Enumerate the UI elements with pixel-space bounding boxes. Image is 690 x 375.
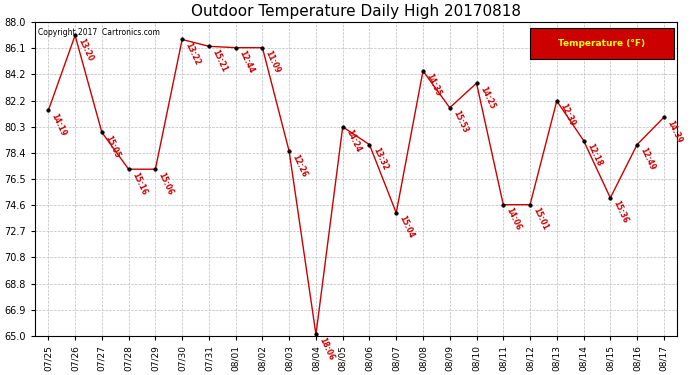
Text: 13:32: 13:32 (371, 146, 389, 172)
Text: 18:06: 18:06 (317, 336, 336, 362)
Title: Outdoor Temperature Daily High 20170818: Outdoor Temperature Daily High 20170818 (191, 4, 521, 19)
Text: 14:25: 14:25 (478, 84, 496, 110)
Text: 13:22: 13:22 (184, 41, 202, 66)
Text: 12:39: 12:39 (558, 102, 577, 128)
Text: 13:20: 13:20 (77, 37, 95, 62)
Text: 14:35: 14:35 (424, 72, 443, 98)
Text: 12:18: 12:18 (585, 142, 603, 168)
Text: 15:06: 15:06 (157, 171, 175, 196)
Text: 15:53: 15:53 (451, 109, 469, 135)
Text: 15:36: 15:36 (612, 199, 630, 225)
Text: 15:01: 15:01 (531, 206, 550, 232)
Text: 15:04: 15:04 (397, 214, 416, 240)
Text: 14:24: 14:24 (344, 128, 362, 154)
Text: Copyright 2017  Cartronics.com: Copyright 2017 Cartronics.com (38, 28, 160, 37)
Text: 14:39: 14:39 (665, 119, 684, 144)
Text: 12:26: 12:26 (290, 153, 309, 178)
Text: 14:19: 14:19 (50, 112, 68, 138)
Text: 12:49: 12:49 (638, 146, 657, 172)
Text: Temperature (°F): Temperature (°F) (558, 39, 645, 48)
Text: 15:16: 15:16 (130, 171, 148, 196)
FancyBboxPatch shape (529, 28, 674, 59)
Text: 11:09: 11:09 (264, 49, 282, 75)
Text: 15:05: 15:05 (104, 134, 121, 159)
Text: 14:06: 14:06 (504, 206, 523, 232)
Text: 15:21: 15:21 (210, 48, 228, 73)
Text: 12:44: 12:44 (237, 49, 255, 75)
